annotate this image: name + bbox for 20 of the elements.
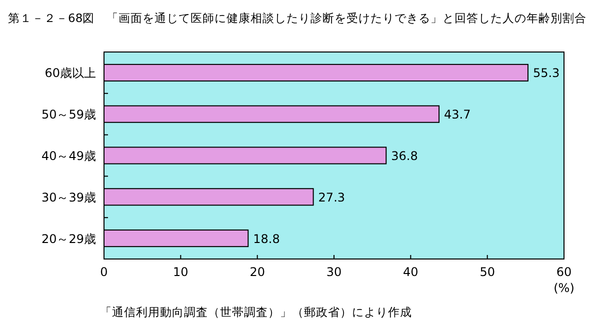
y-tick-label: 40～49歳 [41,149,96,163]
x-tick-label: 50 [480,265,495,279]
y-tick-label: 50～59歳 [41,108,96,122]
data-label: 55.3 [532,66,560,80]
x-tick-label: 40 [403,265,418,279]
y-tick-label: 30～39歳 [41,190,96,204]
data-label: 27.3 [318,190,346,204]
data-label: 36.8 [391,149,418,163]
y-tick-label: 20～29歳 [41,232,96,246]
chart-title: 第１－２－68図 「画面を通じて医師に健康相談したり診断を受けたりできる」と回答した人の年齢別割合 [8,11,587,25]
text: 「通信利用動向調査（世帯調査）」（郵政省）により作成 [100,305,412,319]
x-tick-label: 30 [326,265,342,279]
data-label: 18.8 [253,232,280,246]
y-tick-label: 60歳以上 [44,66,96,80]
x-tick-label: 0 [100,265,108,279]
x-tick-label: 60 [556,265,572,279]
x-axis-title: (%) [554,281,574,295]
data-label: 43.7 [444,108,471,122]
x-tick-label: 10 [173,265,188,279]
x-tick-label: 20 [250,265,265,279]
